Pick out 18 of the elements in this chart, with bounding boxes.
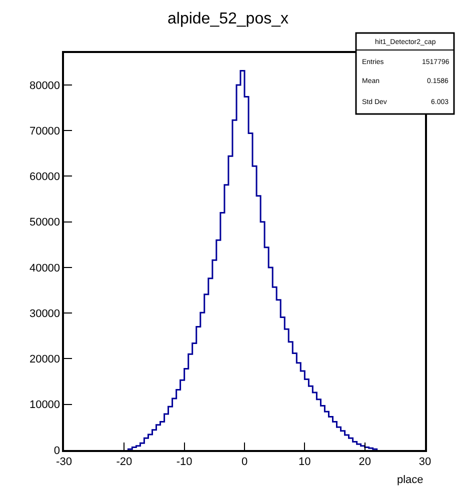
y-tick-label: 10000 (29, 399, 60, 412)
y-tick-label: 60000 (29, 171, 60, 184)
x-tick-label: -20 (116, 456, 132, 468)
y-tick-label: 40000 (29, 262, 60, 274)
x-tick-label: 0 (241, 456, 248, 468)
y-tick-label: 30000 (29, 308, 60, 320)
y-tick-label: 50000 (29, 216, 60, 229)
x-tick-label: 20 (358, 456, 371, 468)
chart-title: alpide_52_pos_x (168, 10, 288, 28)
x-tick-label: 30 (418, 456, 432, 468)
x-tick-label: -10 (176, 456, 192, 468)
x-tick-label: -30 (56, 456, 72, 468)
y-tick-label: 80000 (29, 80, 60, 92)
x-tick-label: 10 (298, 456, 311, 468)
x-axis-title: place (397, 474, 424, 486)
y-tick-label: 70000 (29, 125, 60, 138)
y-tick-label: 0 (54, 444, 60, 457)
y-tick-label: 20000 (29, 354, 60, 366)
